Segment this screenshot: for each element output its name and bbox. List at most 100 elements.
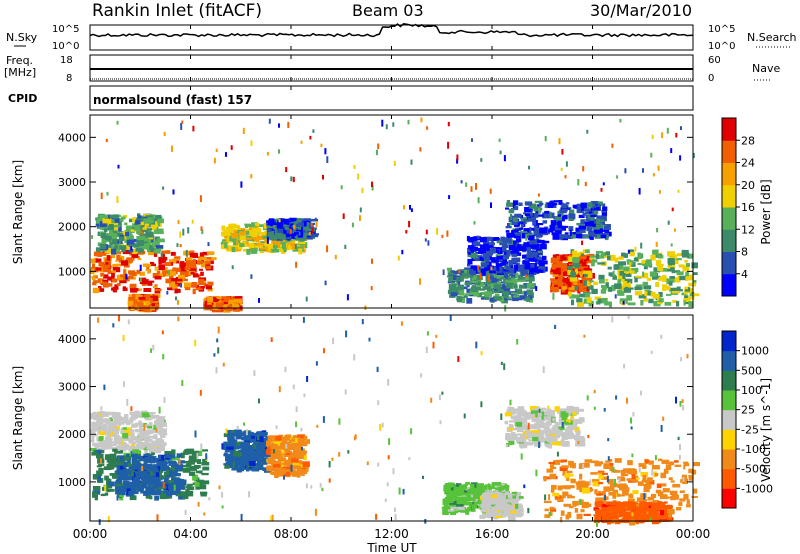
power-cell	[586, 226, 593, 232]
power-scatter-cell	[552, 293, 555, 300]
power-scatter-cell	[586, 129, 589, 134]
power-cell	[523, 242, 528, 246]
power-scatter-cell	[465, 182, 468, 187]
power-cell	[461, 272, 470, 278]
power-scatter-cell	[179, 244, 182, 248]
power-cell	[174, 281, 182, 287]
power-cell	[591, 260, 595, 267]
power-cell	[561, 203, 568, 209]
power-cell	[503, 251, 511, 257]
velocity-cell	[159, 422, 167, 427]
power-cell	[552, 234, 560, 240]
power-scatter-cell	[661, 132, 664, 139]
power-cell	[228, 245, 234, 250]
power-scatter-cell	[344, 244, 347, 249]
freq-tick-bottom: 8	[66, 73, 72, 84]
power-cell	[207, 296, 214, 303]
power-scatter-cell	[278, 149, 280, 154]
power-cell	[165, 278, 172, 284]
velocity-cell	[166, 469, 175, 473]
power-cell	[224, 242, 228, 248]
power-scatter-cell	[287, 121, 290, 128]
velocity-cell	[454, 486, 459, 493]
velocity-cell	[225, 462, 232, 466]
power-cell	[577, 302, 584, 307]
power-cell	[128, 270, 134, 276]
power-cell	[580, 202, 587, 209]
velocity-cell	[229, 441, 237, 448]
power-cell	[526, 253, 534, 259]
power-cell	[488, 236, 493, 241]
power-cell	[156, 230, 164, 235]
velocity-cell	[102, 440, 109, 446]
power-cell	[109, 254, 115, 259]
power-scatter-cell	[100, 192, 103, 200]
power-cell	[519, 295, 526, 300]
power-scatter-cell	[409, 205, 411, 210]
velocity-cell	[228, 459, 236, 465]
velocity-cell	[177, 480, 186, 483]
power-scatter-cell	[250, 274, 253, 279]
power-cell	[566, 288, 572, 292]
power-cell	[148, 249, 156, 256]
power-cell	[564, 232, 569, 236]
power-cell	[555, 267, 561, 272]
velocity-cell	[144, 463, 153, 470]
power-cell	[524, 243, 531, 248]
power-ytick-label: 2000	[58, 221, 86, 234]
velocity-cell	[149, 468, 154, 475]
power-scatter-cell	[477, 197, 480, 204]
power-cell	[581, 284, 588, 289]
power-cell	[115, 232, 123, 237]
power-cell	[577, 234, 586, 239]
power-cell	[488, 273, 494, 277]
power-cell	[499, 277, 505, 280]
power-scatter-cell	[419, 278, 421, 285]
power-cell	[199, 256, 207, 260]
velocity-cell	[91, 434, 98, 437]
power-cell	[592, 234, 598, 237]
power-cell	[598, 279, 605, 284]
power-cell	[499, 274, 504, 279]
velocity-cell	[113, 432, 118, 438]
velocity-cell	[145, 487, 152, 493]
power-cell	[146, 265, 150, 270]
velocity-cell	[505, 503, 510, 509]
power-scatter-cell	[361, 187, 364, 194]
power-cell	[586, 255, 591, 261]
power-cell	[522, 246, 530, 251]
power-scatter-cell	[651, 134, 654, 139]
velocity-cell	[112, 448, 118, 452]
power-cell	[537, 256, 542, 263]
velocity-cell	[98, 441, 107, 446]
velocity-cell	[449, 484, 457, 490]
power-cell	[126, 239, 135, 246]
power-colorbar-tick-label: 8	[741, 246, 748, 259]
power-cell	[141, 219, 146, 223]
power-cell	[257, 243, 265, 246]
power-cell	[509, 269, 514, 273]
power-cell	[308, 235, 313, 240]
power-scatter-cell	[139, 277, 142, 283]
power-cell	[97, 216, 104, 221]
power-cell	[224, 236, 229, 242]
velocity-cell	[132, 449, 140, 453]
power-cell	[650, 254, 656, 261]
velocity-cell	[97, 475, 102, 482]
power-cell	[286, 221, 290, 225]
velocity-cell	[301, 450, 308, 453]
velocity-cell	[134, 429, 140, 433]
power-cell	[528, 281, 533, 284]
power-cell	[692, 280, 697, 284]
power-cell	[600, 215, 607, 222]
power-scatter-cell	[100, 279, 103, 283]
power-cell	[114, 222, 118, 226]
power-cell	[237, 245, 243, 250]
power-cell	[478, 247, 483, 254]
power-cell	[567, 266, 572, 272]
power-cell	[104, 247, 112, 254]
velocity-cell	[483, 508, 491, 512]
power-cell	[183, 278, 188, 282]
power-cell	[565, 202, 570, 205]
